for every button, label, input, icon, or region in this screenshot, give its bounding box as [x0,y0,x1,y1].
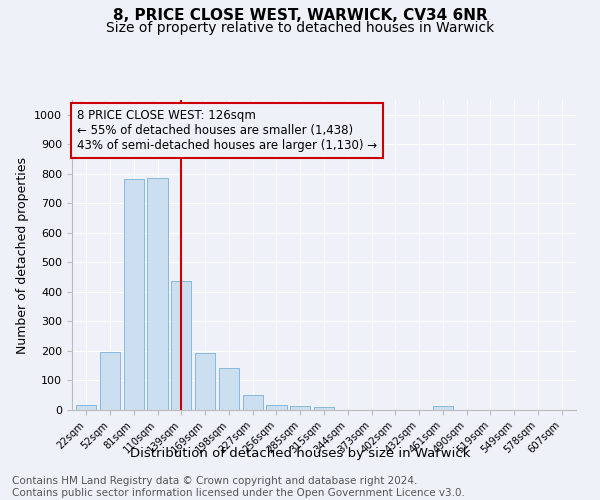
Bar [219,368,239,410]
Bar [242,395,263,410]
Bar [314,407,334,410]
Bar [76,404,97,410]
Bar [266,404,287,410]
Bar [124,179,144,410]
Bar [148,178,167,410]
Text: Contains HM Land Registry data © Crown copyright and database right 2024.
Contai: Contains HM Land Registry data © Crown c… [12,476,465,498]
Bar [171,282,191,410]
Text: 8 PRICE CLOSE WEST: 126sqm
← 55% of detached houses are smaller (1,438)
43% of s: 8 PRICE CLOSE WEST: 126sqm ← 55% of deta… [77,110,377,152]
Bar [195,353,215,410]
Bar [433,406,453,410]
Text: 8, PRICE CLOSE WEST, WARWICK, CV34 6NR: 8, PRICE CLOSE WEST, WARWICK, CV34 6NR [113,8,487,22]
Bar [290,406,310,410]
Bar [100,352,120,410]
Y-axis label: Number of detached properties: Number of detached properties [16,156,29,354]
Text: Size of property relative to detached houses in Warwick: Size of property relative to detached ho… [106,21,494,35]
Text: Distribution of detached houses by size in Warwick: Distribution of detached houses by size … [130,448,470,460]
